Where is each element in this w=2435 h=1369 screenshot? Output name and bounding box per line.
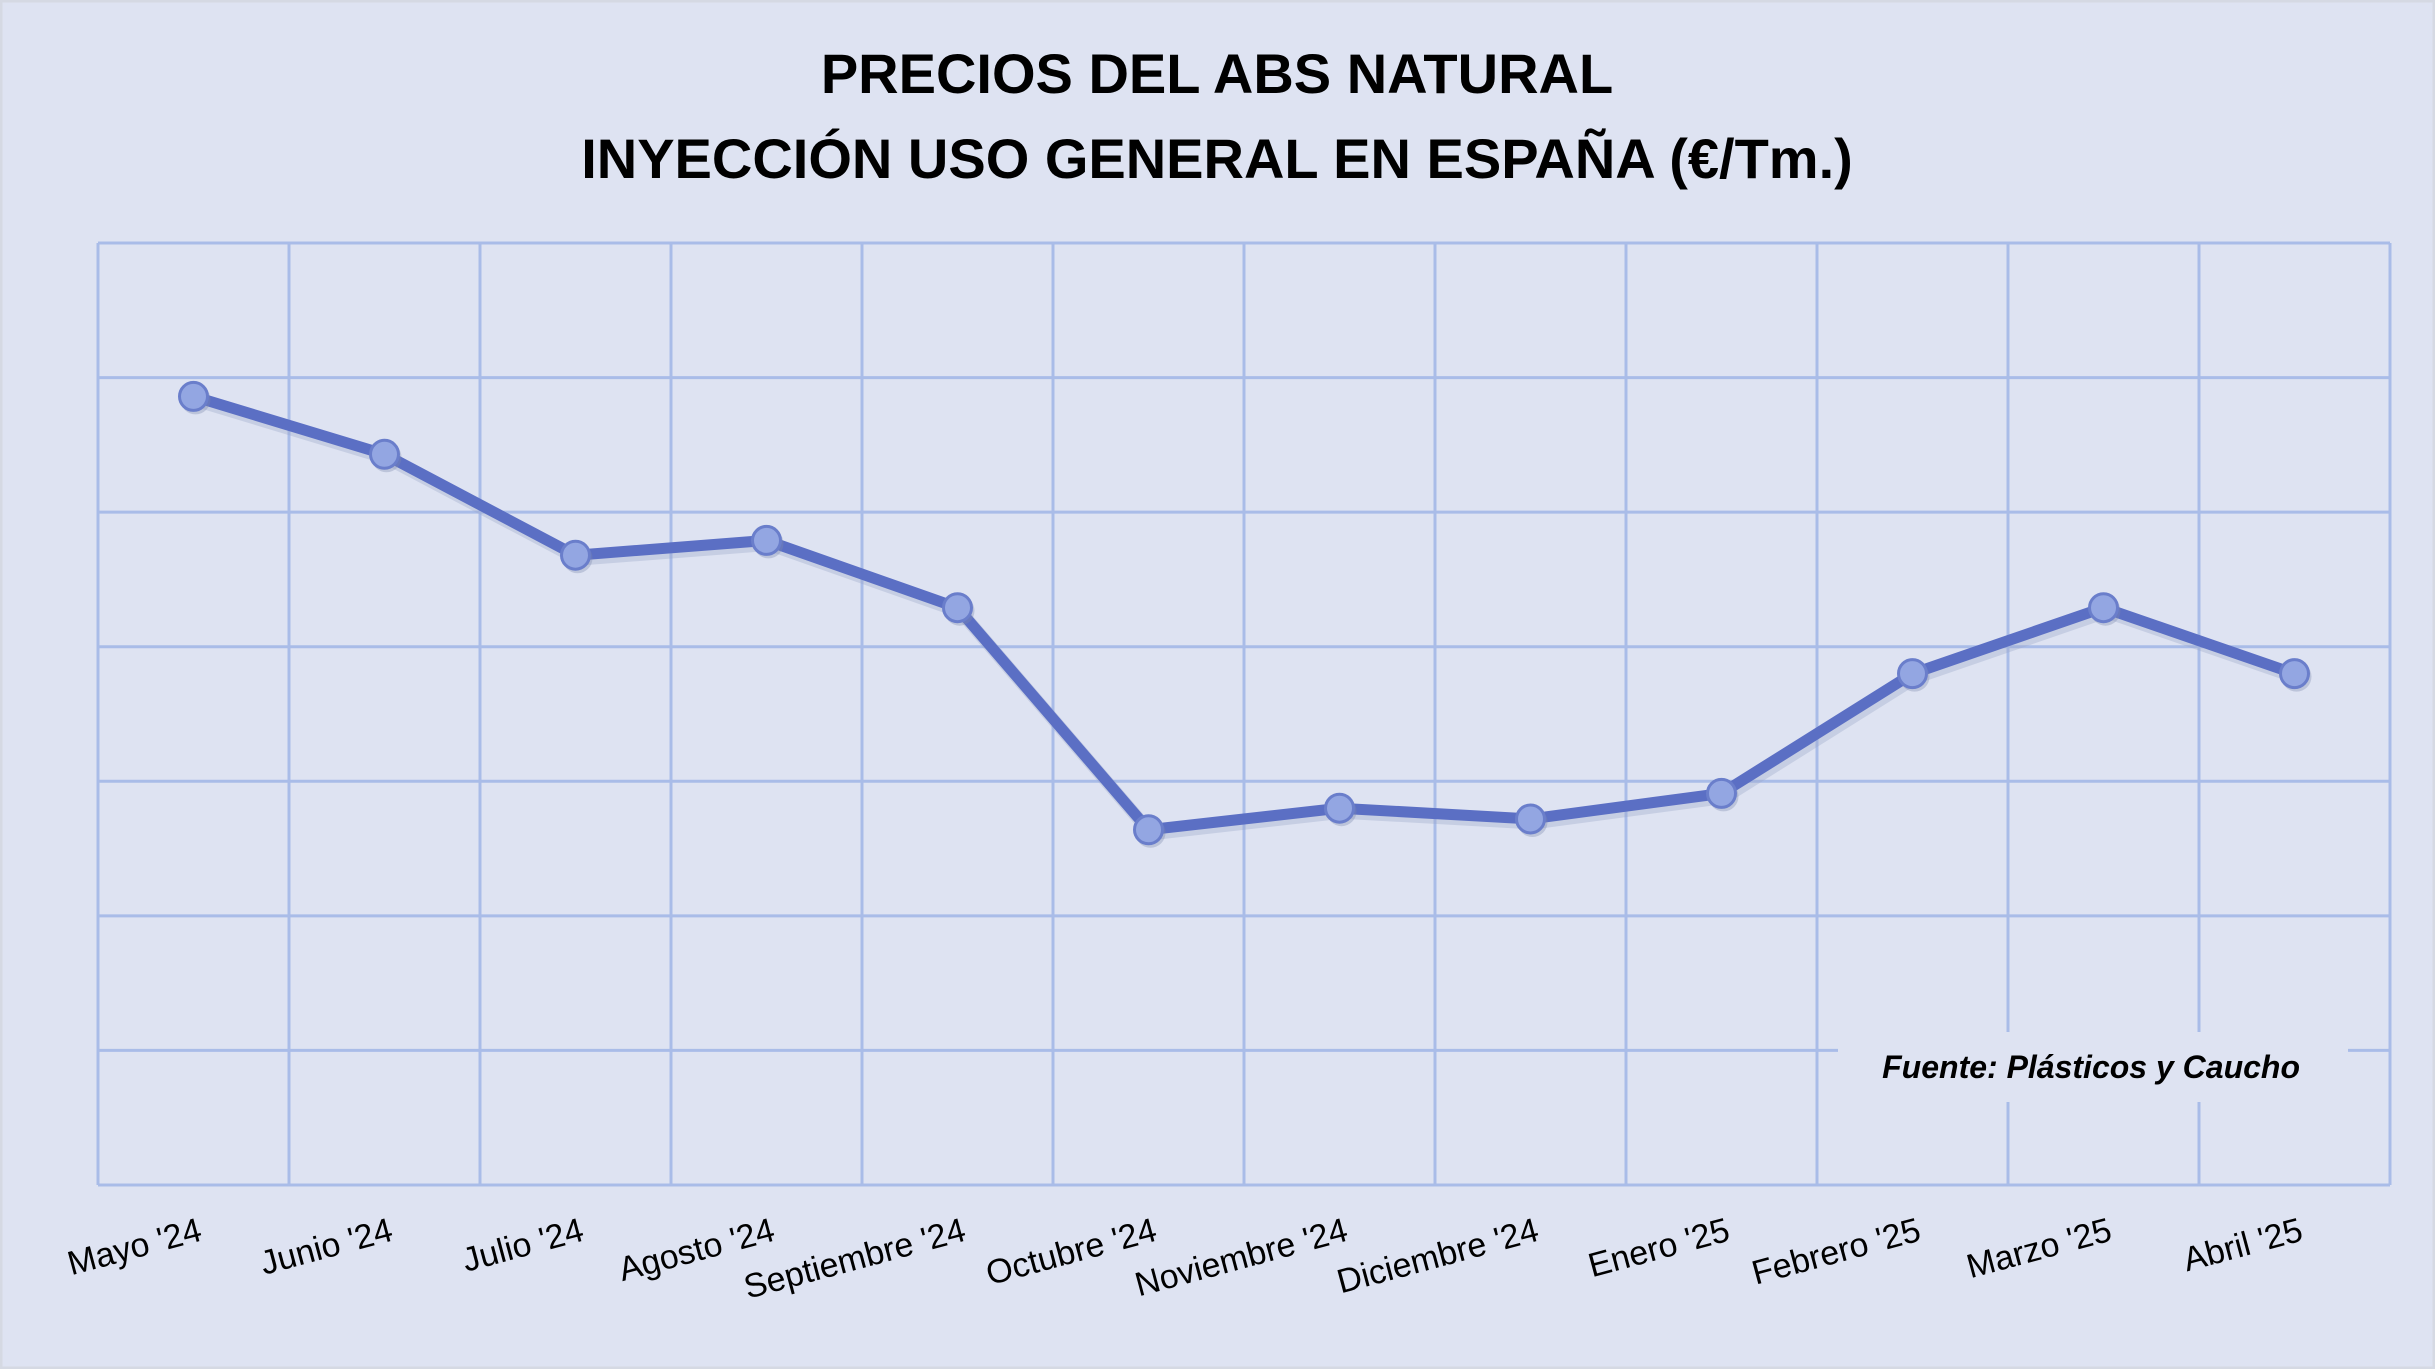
data-point-marker — [369, 438, 400, 470]
data-point-5 — [942, 592, 975, 626]
series-line — [188, 390, 2300, 836]
data-point-marker — [2279, 658, 2310, 690]
data-point-marker — [178, 380, 209, 412]
data-point-marker — [1515, 803, 1546, 835]
data-point-9 — [1706, 777, 1739, 812]
data-point-1 — [178, 380, 211, 415]
data-point-3 — [560, 539, 593, 574]
data-point-marker — [1133, 814, 1164, 846]
series-line-group — [188, 390, 2304, 841]
data-point-8 — [1515, 803, 1548, 837]
source-annotation-background — [1838, 1032, 2348, 1102]
data-point-11 — [2088, 592, 2121, 626]
source-annotation: Fuente: Plásticos y Caucho — [1882, 1049, 2300, 1085]
data-point-12 — [2279, 658, 2312, 692]
data-point-marker — [751, 524, 782, 556]
data-point-marker — [1324, 792, 1355, 824]
data-point-6 — [1133, 814, 1166, 848]
data-point-marker — [560, 539, 591, 571]
series-marker-group — [178, 380, 2312, 848]
chart-title-line-1: PRECIOS DEL ABS NATURAL — [821, 42, 1613, 105]
data-point-7 — [1324, 792, 1357, 827]
data-point-marker — [1897, 658, 1928, 690]
data-point-2 — [369, 438, 402, 473]
data-point-10 — [1897, 658, 1930, 692]
data-point-marker — [2088, 592, 2119, 624]
source-annotation-box: Fuente: Plásticos y Caucho — [1838, 1032, 2348, 1102]
data-point-marker — [942, 592, 973, 624]
data-point-marker — [1706, 777, 1737, 809]
chart-title-line-2: INYECCIÓN USO GENERAL EN ESPAÑA (€/Tm.) — [581, 127, 1853, 190]
data-point-4 — [751, 524, 784, 559]
